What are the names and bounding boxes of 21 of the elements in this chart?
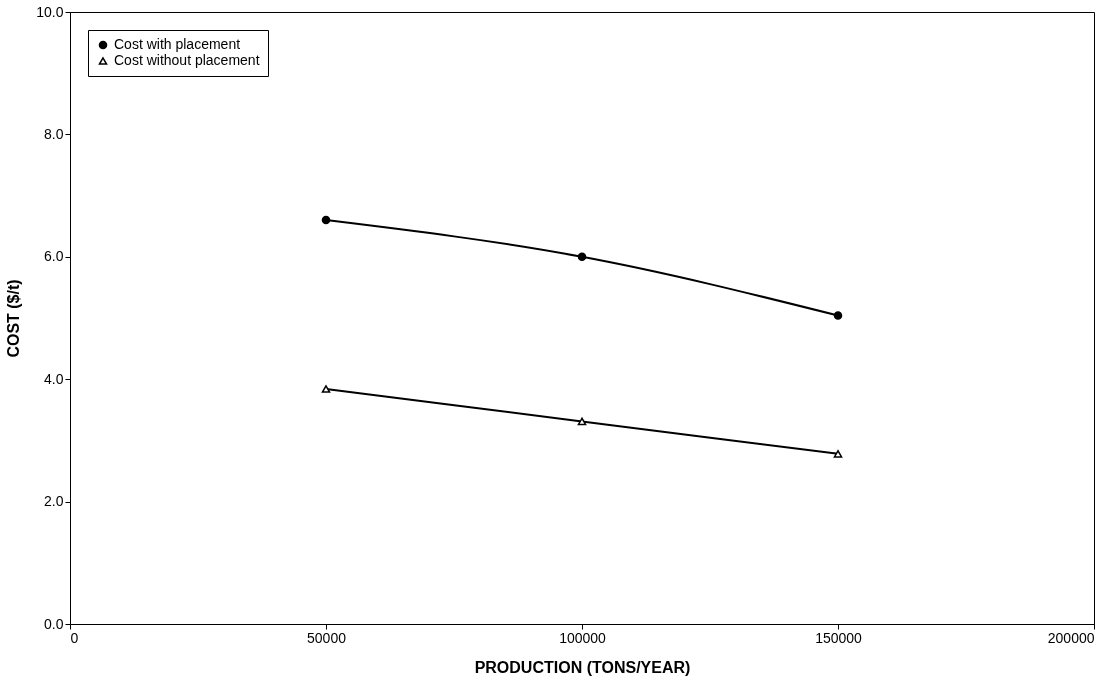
- x-axis-title: PRODUCTION (TONS/YEAR): [474, 658, 691, 676]
- y-tick-label: 10.0: [36, 3, 64, 20]
- y-tick-label: 8.0: [44, 125, 64, 142]
- point: [321, 385, 331, 393]
- y-axis-title: COST ($/t): [5, 279, 23, 358]
- x-tick-label: 50000: [307, 629, 347, 646]
- x-tick-label: 200000: [1047, 629, 1095, 646]
- y-tick-label: 4.0: [44, 370, 64, 387]
- y-tick-label: 6.0: [44, 248, 64, 265]
- legend-label: Cost with placement: [114, 36, 241, 52]
- x-tick-label: 150000: [815, 629, 863, 646]
- y-tick-label: 2.0: [44, 493, 64, 510]
- point: [577, 252, 587, 262]
- x-tick-label: 0: [70, 629, 79, 646]
- x-tick-label: 100000: [559, 629, 607, 646]
- point: [833, 311, 843, 320]
- point: [833, 450, 843, 458]
- point: [321, 215, 331, 225]
- y-tick-label: 0.0: [44, 615, 64, 632]
- point: [577, 417, 587, 426]
- legend-label: Cost without placement: [114, 52, 260, 68]
